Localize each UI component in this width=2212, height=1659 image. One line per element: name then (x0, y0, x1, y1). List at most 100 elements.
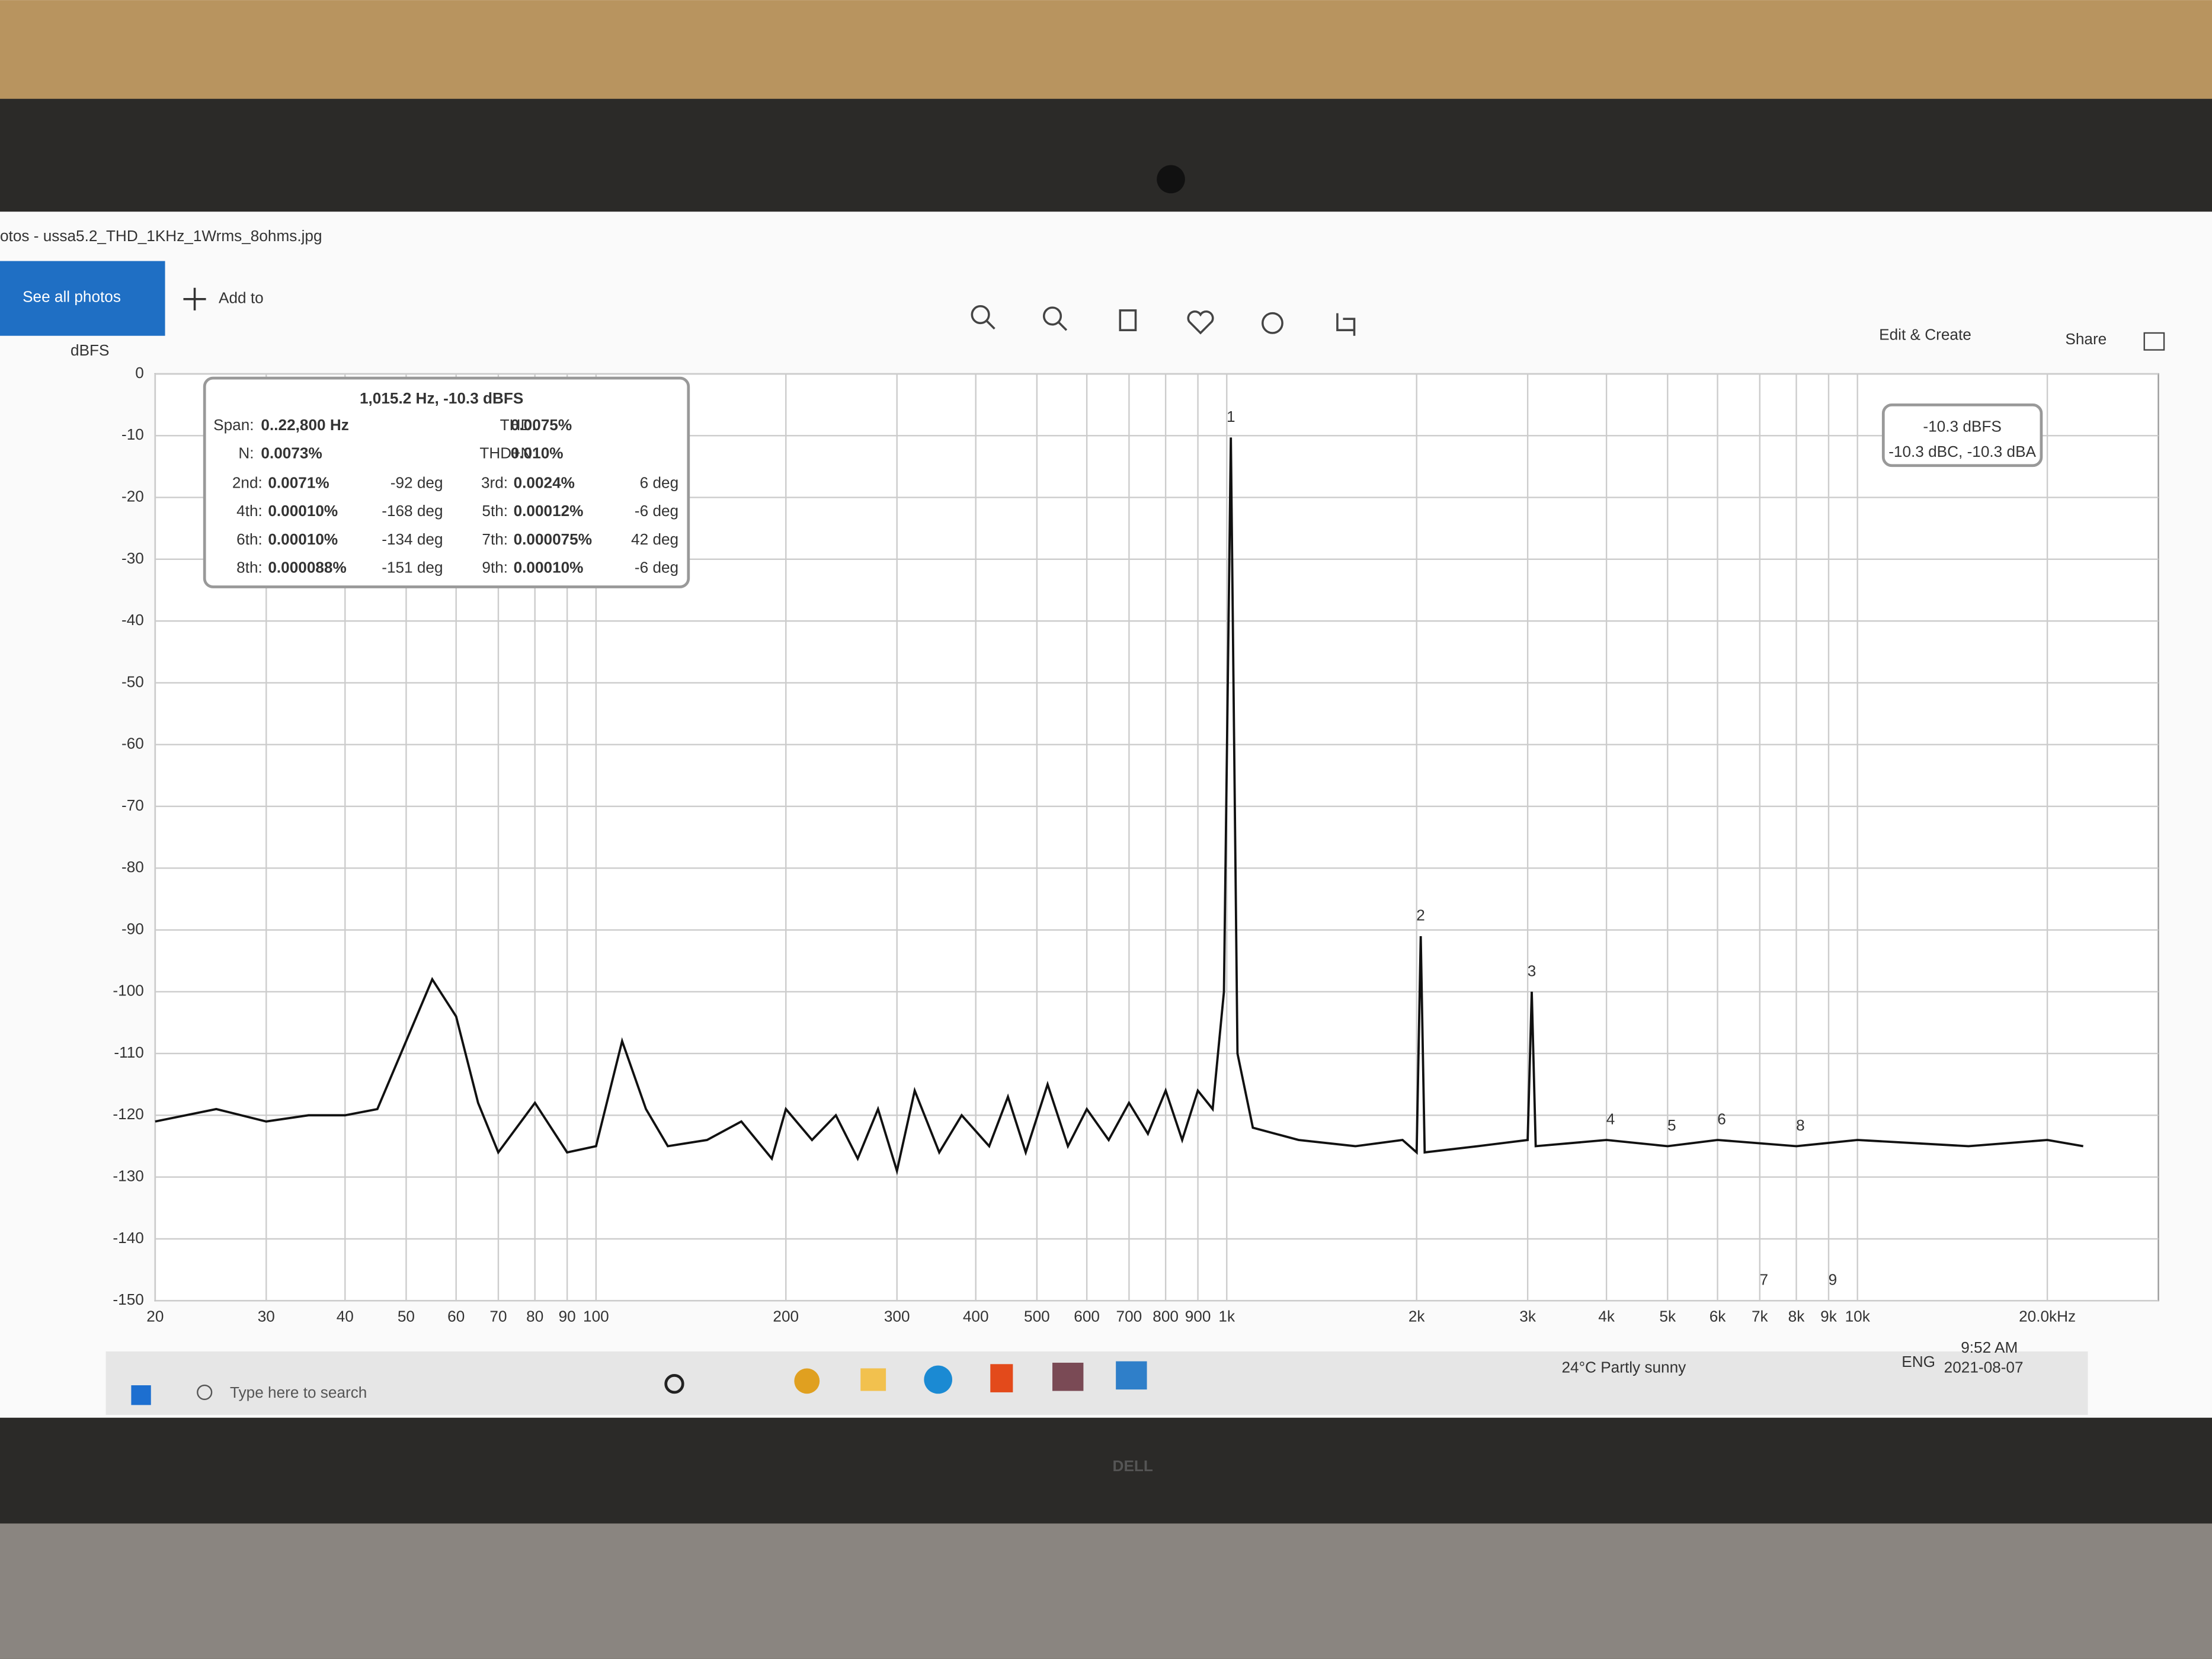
info-box-cell: 3rd: (481, 474, 508, 492)
info-box-cell: 5th: (482, 502, 508, 520)
info-box-cell: 0..22,800 Hz (261, 416, 348, 434)
x-tick-label: 400 (963, 1308, 989, 1325)
zoom-out-icon[interactable] (1042, 306, 1062, 326)
info-box: 1,015.2 Hz, -10.3 dBFS Span: 0..22,800 Hz T… (203, 376, 690, 588)
x-tick-label: 200 (773, 1308, 799, 1325)
x-tick-label: 20 (146, 1308, 164, 1325)
info-box-cell: 2nd: (232, 474, 263, 492)
office-icon[interactable] (990, 1364, 1013, 1392)
delete-icon[interactable] (1119, 309, 1137, 332)
peak-label: 2 (1416, 907, 1425, 924)
x-tick-label: 8k (1788, 1308, 1806, 1325)
chart: dBFS 0 -10 -20 -30 -40 -50 -60 -70 -80 -90 -100 -110… (71, 341, 2159, 1325)
info-box-cell: 8th: (236, 558, 263, 576)
favorite-icon[interactable] (1187, 310, 1214, 335)
search-icon (197, 1384, 213, 1401)
share-button[interactable]: Share (2065, 330, 2107, 348)
info-box-cell: -6 deg (635, 502, 678, 520)
info-box-cell: 6 deg (640, 474, 679, 492)
info-box-cell: THD: (500, 416, 536, 434)
y-tick-label: 0 (135, 364, 144, 382)
clock-date[interactable]: 2021-08-07 (1944, 1358, 2024, 1376)
x-tick-label: 9k (1820, 1308, 1838, 1325)
peak-label: 6 (1717, 1110, 1726, 1128)
see-all-photos-label[interactable]: See all photos (23, 287, 121, 305)
brand-logo: DELL (1113, 1457, 1153, 1475)
y-tick-label: -40 (121, 611, 144, 629)
toolbar-icons (971, 305, 1356, 336)
x-tick-label: 500 (1024, 1308, 1050, 1325)
x-tick-label: 700 (1116, 1308, 1142, 1325)
info-box-cell: 0.00010% (268, 530, 338, 548)
edge-icon[interactable] (924, 1365, 952, 1394)
zoom-out-handle (1057, 321, 1068, 331)
y-tick-label: -80 (121, 858, 144, 876)
app-icon[interactable] (1052, 1362, 1084, 1391)
x-tick-label: 900 (1185, 1308, 1211, 1325)
y-tick-label: -100 (113, 982, 143, 1000)
x-tick-label: 60 (447, 1308, 465, 1325)
y-tick-label: -150 (113, 1290, 143, 1308)
x-tick-label: 80 (526, 1308, 543, 1325)
info-box-cell: 0.000088% (268, 558, 346, 576)
x-tick-label: 3k (1519, 1308, 1536, 1325)
photos-icon[interactable] (1116, 1361, 1147, 1390)
peak-label: 5 (1667, 1116, 1676, 1134)
start-button[interactable] (131, 1385, 151, 1405)
weather[interactable]: 24°C Partly sunny (1561, 1358, 1686, 1376)
zoom-in-icon[interactable] (971, 305, 990, 325)
laptop-base (0, 1523, 2212, 1659)
info-box-cell: 0.00012% (514, 502, 584, 520)
x-tick-label: 10k (1845, 1308, 1871, 1325)
info-box-cell: 9th: (482, 558, 508, 576)
print-icon[interactable] (2143, 332, 2165, 351)
x-tick-label: 100 (583, 1308, 609, 1325)
peak-label: 4 (1606, 1110, 1615, 1128)
info-box-cell: 42 deg (631, 530, 678, 548)
x-tick-label: 300 (884, 1308, 910, 1325)
explorer-icon[interactable] (860, 1368, 886, 1391)
marker-detail: -10.3 dBC, -10.3 dBA (1888, 443, 2036, 460)
chrome-icon[interactable] (794, 1368, 820, 1394)
y-tick-label: -10 (121, 425, 144, 443)
info-box-cell: -168 deg (382, 502, 443, 520)
clock-time[interactable]: 9:52 AM (1961, 1338, 2018, 1356)
info-box-cell: 0.010% (511, 444, 564, 462)
cortana-icon[interactable] (664, 1373, 684, 1394)
language[interactable]: ENG (1902, 1353, 1935, 1370)
add-to-button[interactable]: Add to (219, 289, 264, 307)
edit-create-button[interactable]: Edit & Create (1879, 326, 1971, 344)
info-box-cell: 0.00010% (268, 502, 338, 520)
peak-label: 1 (1227, 408, 1235, 425)
info-box-cell: N: (238, 444, 254, 462)
info-box-cell: 0.000075% (514, 530, 592, 548)
y-tick-label: -90 (121, 920, 144, 937)
spectrum-line (155, 437, 2083, 1176)
see-all-photos-button[interactable] (0, 261, 165, 336)
info-box-cell: -6 deg (635, 558, 678, 576)
zoom-in-handle (985, 319, 995, 330)
y-tick-label: -50 (121, 672, 144, 690)
search-box[interactable]: Type here to search (230, 1383, 367, 1401)
info-box-cell: -134 deg (382, 530, 443, 548)
y-tick-label: -110 (114, 1043, 143, 1061)
info-box-cell: THD+N: (479, 444, 536, 462)
window-title: otos - ussa5.2_THD_1KHz_1Wrms_8ohms.jpg (0, 227, 322, 245)
x-tick-label: 600 (1074, 1308, 1100, 1325)
info-box-frame (203, 376, 690, 588)
x-tick-label: 70 (489, 1308, 507, 1325)
rotate-icon[interactable] (1261, 312, 1283, 334)
x-tick-label: 50 (398, 1308, 415, 1325)
y-tick-label: -60 (121, 735, 144, 752)
y-tick-label: -30 (121, 549, 144, 567)
info-box-cell: 7th: (482, 530, 508, 548)
y-tick-label: -70 (121, 796, 144, 814)
info-box-title: 1,015.2 Hz, -10.3 dBFS (360, 389, 523, 407)
y-tick-label: -140 (113, 1229, 143, 1247)
crop-icon[interactable] (1336, 313, 1356, 336)
info-box-cell: 6th: (236, 530, 263, 548)
marker-box (1881, 403, 2043, 467)
info-box-cell: -151 deg (382, 558, 443, 576)
